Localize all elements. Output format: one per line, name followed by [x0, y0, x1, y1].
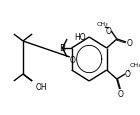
Text: O: O: [118, 90, 123, 99]
Text: O: O: [127, 39, 133, 48]
Text: O: O: [106, 26, 111, 35]
Text: HO: HO: [74, 33, 86, 42]
Text: B: B: [59, 44, 66, 53]
Text: O: O: [125, 70, 131, 79]
Text: CH₃: CH₃: [129, 63, 140, 68]
Text: O: O: [70, 56, 76, 65]
Text: CH₃: CH₃: [96, 21, 108, 26]
Text: OH: OH: [36, 83, 47, 92]
